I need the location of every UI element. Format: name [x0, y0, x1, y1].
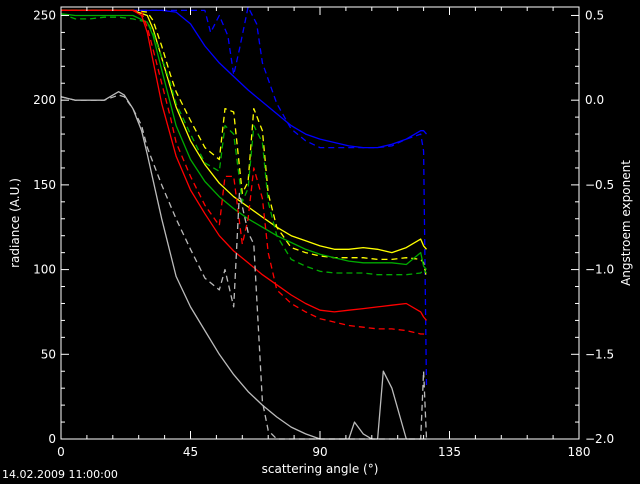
- tick-layer: 0 45 90 135 180 0 50 100 150 200 250 −2.0 −1.5 −1.0 −0…: [33, 7, 614, 459]
- x-tick-label: 180: [568, 445, 591, 459]
- y-tick-label: 150: [33, 178, 56, 192]
- y2-tick-label: 0.5: [585, 8, 604, 22]
- series-line-9-solid: [60, 91, 427, 440]
- timestamp: 14.02.2009 11:00:00: [2, 468, 118, 480]
- series-layer: [60, 6, 428, 440]
- y-tick-label: 250: [33, 8, 56, 22]
- y-axis-label: radiance (A.U.): [8, 178, 22, 268]
- x-tick-label: 90: [312, 445, 327, 459]
- y2-tick-label: −1.0: [585, 263, 614, 277]
- x-tick-label: 0: [57, 445, 65, 459]
- x-tick-label: 45: [183, 445, 198, 459]
- x-axis-label: scattering angle (°): [262, 462, 379, 476]
- y2-tick-label: −2.0: [585, 432, 614, 446]
- y-tick-label: 200: [33, 93, 56, 107]
- x-tick-label: 135: [438, 445, 461, 459]
- series-line-6-dashed: [60, 13, 427, 276]
- y2-axis-label: Angstroem exponent: [619, 160, 633, 286]
- series-line-4-dashed: [61, 9, 428, 279]
- y2-tick-label: −1.5: [585, 347, 614, 361]
- y-tick-label: 50: [41, 347, 56, 361]
- y2-tick-label: 0.0: [585, 93, 604, 107]
- series-line-7-solid: [61, 9, 427, 321]
- y-tick-label: 0: [48, 432, 56, 446]
- y-tick-label: 100: [33, 263, 56, 277]
- y2-tick-label: −0.5: [585, 178, 614, 192]
